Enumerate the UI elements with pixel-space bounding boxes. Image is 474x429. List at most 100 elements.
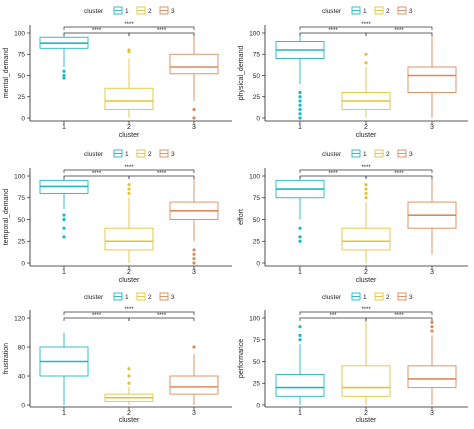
outlier-point — [192, 345, 196, 349]
bracket-line — [128, 32, 195, 36]
x-tick-label: 3 — [192, 124, 196, 131]
box-cluster-2 — [341, 52, 391, 118]
y-tick-label: 120 — [14, 315, 25, 322]
y-tick-label: 100 — [14, 173, 25, 180]
x-tick-label: 2 — [364, 269, 368, 276]
legend-label-3: 3 — [409, 151, 413, 158]
significance-bracket: **** — [128, 171, 195, 179]
x-tick-label: 1 — [62, 269, 66, 276]
legend-label-3: 3 — [171, 8, 175, 15]
outlier-point — [192, 261, 196, 265]
outlier-point — [62, 217, 66, 222]
y-tick-label: 75 — [253, 337, 261, 344]
y-axis-label: mental_demand — [3, 48, 10, 98]
box-cluster-3 — [169, 176, 219, 265]
outlier-point — [430, 320, 434, 324]
significance-label: **** — [394, 28, 404, 34]
significance-label: **** — [92, 28, 102, 34]
legend-label-3: 3 — [409, 294, 413, 301]
bracket-line — [128, 317, 195, 321]
y-tick-label: 25 — [253, 239, 261, 246]
significance-label: **** — [124, 165, 134, 171]
x-tick-label: 2 — [127, 269, 131, 276]
box-cluster-2 — [104, 367, 154, 405]
y-tick-label: 80 — [18, 344, 26, 351]
iqr-box — [104, 87, 154, 110]
outlier-point — [298, 99, 302, 103]
legend-label-3: 3 — [171, 294, 175, 301]
y-tick-label: 0 — [21, 402, 25, 409]
legend: cluster 1 2 3 — [84, 292, 175, 301]
box-cluster-1 — [275, 33, 325, 120]
outlier-point — [192, 116, 196, 120]
legend-label-2: 2 — [386, 8, 390, 15]
x-tick-label: 3 — [430, 124, 434, 131]
legend-title: cluster — [84, 294, 104, 301]
panel-effort: cluster 1 2 3 0 25 50 75 100 effort 1 2 3 cluster ****… — [238, 149, 468, 284]
outlier-point — [364, 191, 368, 195]
outlier-point — [127, 367, 131, 371]
bracket-line — [299, 26, 433, 30]
x-tick-label: 2 — [364, 410, 368, 417]
legend-label-3: 3 — [171, 151, 175, 158]
outlier-point — [62, 235, 66, 239]
y-tick-label: 40 — [18, 373, 26, 380]
outlier-point — [192, 248, 196, 252]
outlier-point — [430, 325, 434, 329]
legend: cluster 1 2 3 — [322, 149, 413, 158]
significance-bracket: **** — [63, 171, 130, 179]
y-tick-label: 100 — [249, 173, 260, 180]
significance-bracket: **** — [365, 28, 433, 36]
x-tick-label: 3 — [430, 410, 434, 417]
box-cluster-1 — [275, 325, 325, 405]
outlier-point — [298, 338, 302, 342]
legend-title: cluster — [322, 8, 342, 15]
y-tick-label: 0 — [21, 115, 25, 122]
significance-label: **** — [92, 171, 102, 177]
y-tick-label: 100 — [249, 30, 260, 37]
outlier-point — [127, 381, 131, 385]
legend-label-1: 1 — [363, 151, 367, 158]
x-tick-label: 1 — [298, 410, 302, 417]
bracket-line — [63, 311, 195, 315]
legend-label-1: 1 — [363, 294, 367, 301]
x-axis-label: cluster — [119, 132, 140, 139]
outlier-point — [298, 235, 302, 239]
x-tick-label: 1 — [62, 410, 66, 417]
outlier-point — [298, 325, 302, 329]
outlier-point — [62, 73, 66, 78]
box-cluster-3 — [169, 345, 219, 405]
outlier-point — [127, 374, 131, 378]
y-tick-label: 0 — [256, 115, 260, 122]
box-cluster-1 — [275, 176, 325, 243]
x-tick-label: 2 — [127, 410, 131, 417]
bracket-line — [63, 26, 195, 30]
box-cluster-2 — [104, 48, 154, 118]
legend-title: cluster — [322, 151, 342, 158]
significance-label: *** — [329, 313, 337, 319]
legend: cluster 1 2 3 — [322, 6, 413, 15]
outlier-point — [127, 50, 131, 54]
y-tick-label: 100 — [14, 30, 25, 37]
legend-title: cluster — [84, 8, 104, 15]
outlier-point — [298, 112, 302, 116]
significance-label: **** — [157, 313, 167, 319]
significance-bracket: **** — [128, 313, 195, 321]
bracket-line — [299, 169, 433, 173]
outlier-point — [364, 187, 368, 191]
x-tick-label: 1 — [298, 124, 302, 131]
y-axis-label: physical_demand — [238, 46, 245, 101]
outlier-point — [298, 107, 302, 112]
significance-label: **** — [328, 171, 338, 177]
bracket-line — [63, 169, 195, 173]
iqr-box — [169, 53, 219, 75]
y-tick-label: 25 — [18, 94, 26, 101]
significance-bracket: *** — [299, 313, 367, 321]
y-tick-label: 50 — [253, 359, 261, 366]
legend-label-1: 1 — [125, 8, 129, 15]
iqr-box — [169, 375, 219, 395]
significance-bracket: **** — [299, 171, 367, 179]
box-cluster-1 — [39, 332, 89, 405]
y-axis-label: effort — [238, 209, 245, 225]
